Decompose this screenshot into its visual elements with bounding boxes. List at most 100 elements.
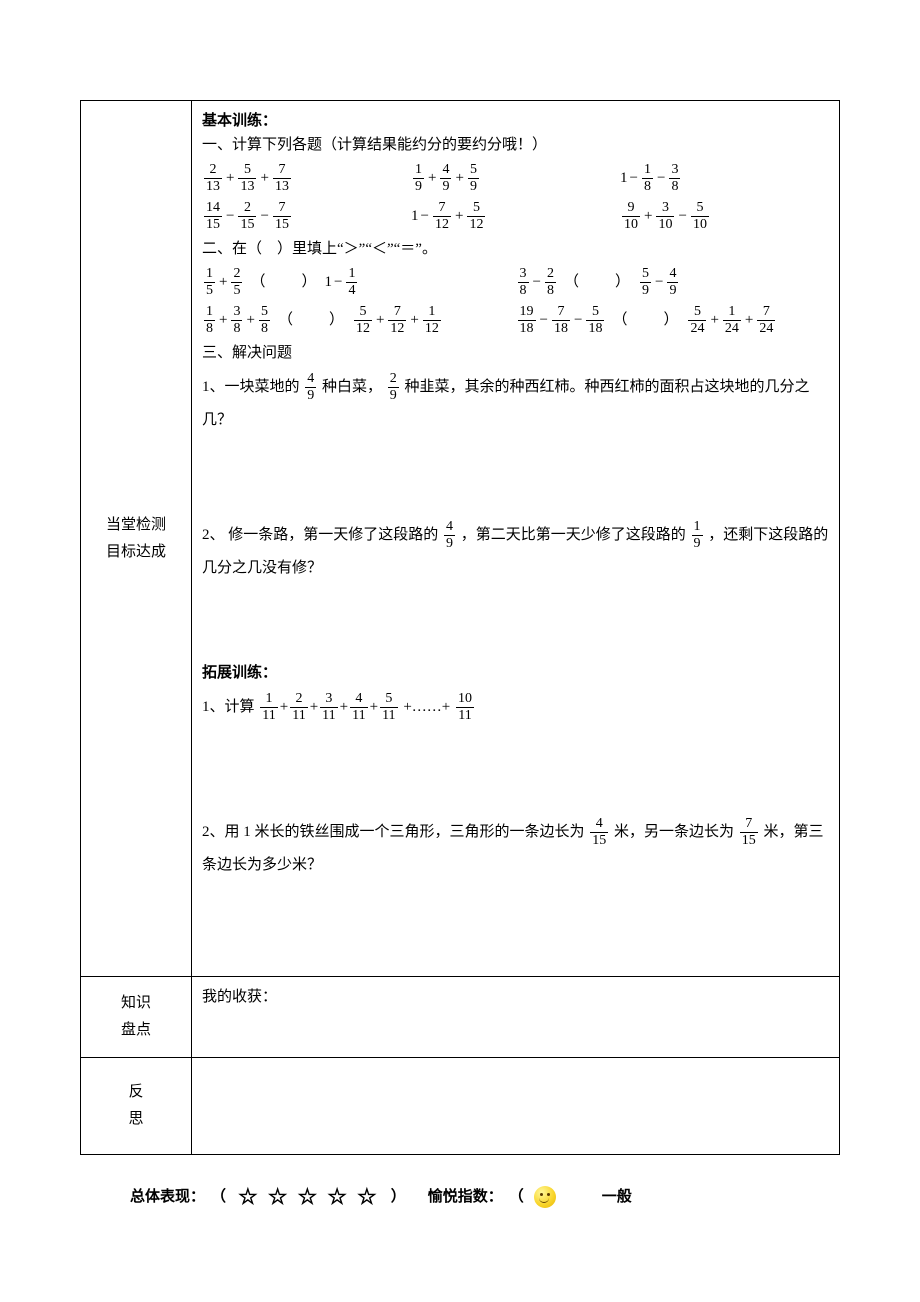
label-line: 知识 [121,995,151,1011]
fraction: 59 [640,267,651,298]
comparison: 38−28（ ）59−49 [516,265,830,299]
fraction: 15 [204,267,215,298]
fraction: 18 [642,163,653,194]
fraction: 712 [388,305,406,336]
fraction: 718 [552,305,570,336]
paren-close: ） [391,1185,406,1209]
text: +……+ [403,699,450,715]
fraction: 213 [204,163,222,194]
fraction: 49 [667,267,678,298]
fraction: 512 [467,201,485,232]
label-line: 当堂检测 [106,517,166,533]
text: 1、计算 [202,699,255,715]
row-reflection: 反 思 [81,1058,840,1155]
text: 种白菜， [322,379,382,395]
fraction: 415 [590,817,608,848]
knowledge-text: 我的收获： [202,989,277,1005]
fraction: 310 [656,201,674,232]
star-rating: ☆☆☆☆☆ [232,1179,385,1214]
comparison: 15+25（ ）1−14 [202,265,516,299]
text: 1、一块菜地的 [202,379,300,395]
fraction: 211 [290,692,307,723]
q1-title: 一、计算下列各题（计算结果能约分的要约分哦！） [202,133,829,157]
comparison: 1918−718−518（ ）524+124+724 [516,303,830,337]
fraction: 49 [303,379,318,395]
normal-text: 一般 [602,1185,632,1209]
fraction: 215 [238,201,256,232]
expression: 910+310−510 [620,199,829,233]
fraction: 713 [273,163,291,194]
fraction: 29 [386,379,401,395]
expression: 1415−215−715 [202,199,411,233]
content-knowledge: 我的收获： [192,977,840,1058]
blank-slot: （ ） [608,308,684,332]
heading-basic: 基本训练： [202,109,829,133]
fraction: 14 [346,267,357,298]
blank-slot: （ ） [560,270,636,294]
star-icon: ☆ [357,1179,379,1214]
blank-slot: （ ） [274,308,350,332]
ext-problem-2: 2、用 1 米长的铁丝围成一个三角形，三角形的一条边长为 415 米，另一条边长… [202,816,829,882]
fraction: 910 [622,201,640,232]
label-line: 盘点 [121,1022,151,1038]
fraction: 111 [260,692,277,723]
blank-slot: （ ） [246,270,322,294]
label-line: 目标达成 [106,544,166,560]
fraction: 511 [380,692,397,723]
expression: 1−18−38 [620,161,829,195]
comparison-row: 15+25（ ）1−1438−28（ ）59−49 [202,265,829,299]
fraction: 1415 [204,201,222,232]
answer-space [202,1009,829,1049]
fraction: 49 [440,163,451,194]
answer-space [202,730,829,810]
text: 米，另一条边长为 [614,824,734,840]
fraction: 19 [692,520,703,551]
fraction: 715 [740,817,758,848]
fraction: 38 [231,305,242,336]
expression-row: 213+513+71319+49+591−18−38 [202,161,829,195]
worksheet-table: 当堂检测 目标达成 基本训练： 一、计算下列各题（计算结果能约分的要约分哦！） … [80,100,840,1155]
fraction: 25 [231,267,242,298]
text: ，第二天比第一天少修了这段路的 [461,527,686,543]
star-icon: ☆ [268,1179,290,1214]
q2-title: 二、在（ ）里填上“＞”“＜”“＝”。 [202,237,829,261]
fraction: 58 [259,305,270,336]
fraction: 1011 [456,692,474,723]
fraction: 59 [468,163,479,194]
footer: 总体表现： （ ☆☆☆☆☆ ） 愉悦指数： （ 一般 [80,1179,840,1214]
paren-open: （ [509,1185,524,1209]
content-assessment: 基本训练： 一、计算下列各题（计算结果能约分的要约分哦！） 213+513+71… [192,101,840,977]
row-label-assessment: 当堂检测 目标达成 [81,101,192,977]
fraction: 715 [738,824,760,840]
overall-label: 总体表现： [130,1185,205,1209]
smiley-icon [534,1186,556,1208]
page: 当堂检测 目标达成 基本训练： 一、计算下列各题（计算结果能约分的要约分哦！） … [0,0,920,1302]
fraction: 19 [690,527,705,543]
expression: 19+49+59 [411,161,620,195]
q3-title: 三、解决问题 [202,341,829,365]
fraction: 411 [350,692,367,723]
answer-space [202,888,829,968]
text: 2、用 1 米长的铁丝围成一个三角形，三角形的一条边长为 [202,824,585,840]
fraction: 512 [354,305,372,336]
fraction: 311 [320,692,337,723]
star-icon: ☆ [298,1179,320,1214]
answer-space [202,1066,829,1146]
star-icon: ☆ [327,1179,349,1214]
label-line: 思 [128,1111,143,1127]
fraction: 28 [545,267,556,298]
fraction: 112 [423,305,441,336]
heading-extension: 拓展训练： [202,661,829,685]
fraction: 724 [757,305,775,336]
fraction: 49 [444,520,455,551]
answer-space [202,591,829,661]
comparison-row: 18+38+58（ ）512+712+1121918−718−518（ ）524… [202,303,829,337]
fraction: 49 [305,372,316,403]
fraction: 29 [388,372,399,403]
q1-rows: 213+513+71319+49+591−18−38 1415−215−715 1−… [202,161,829,233]
fraction: 38 [669,163,680,194]
fraction: 1918 [518,305,536,336]
star-icon: ☆ [238,1179,260,1214]
joy-label: 愉悦指数： [428,1185,503,1209]
expression: 213+513+713 [202,161,411,195]
